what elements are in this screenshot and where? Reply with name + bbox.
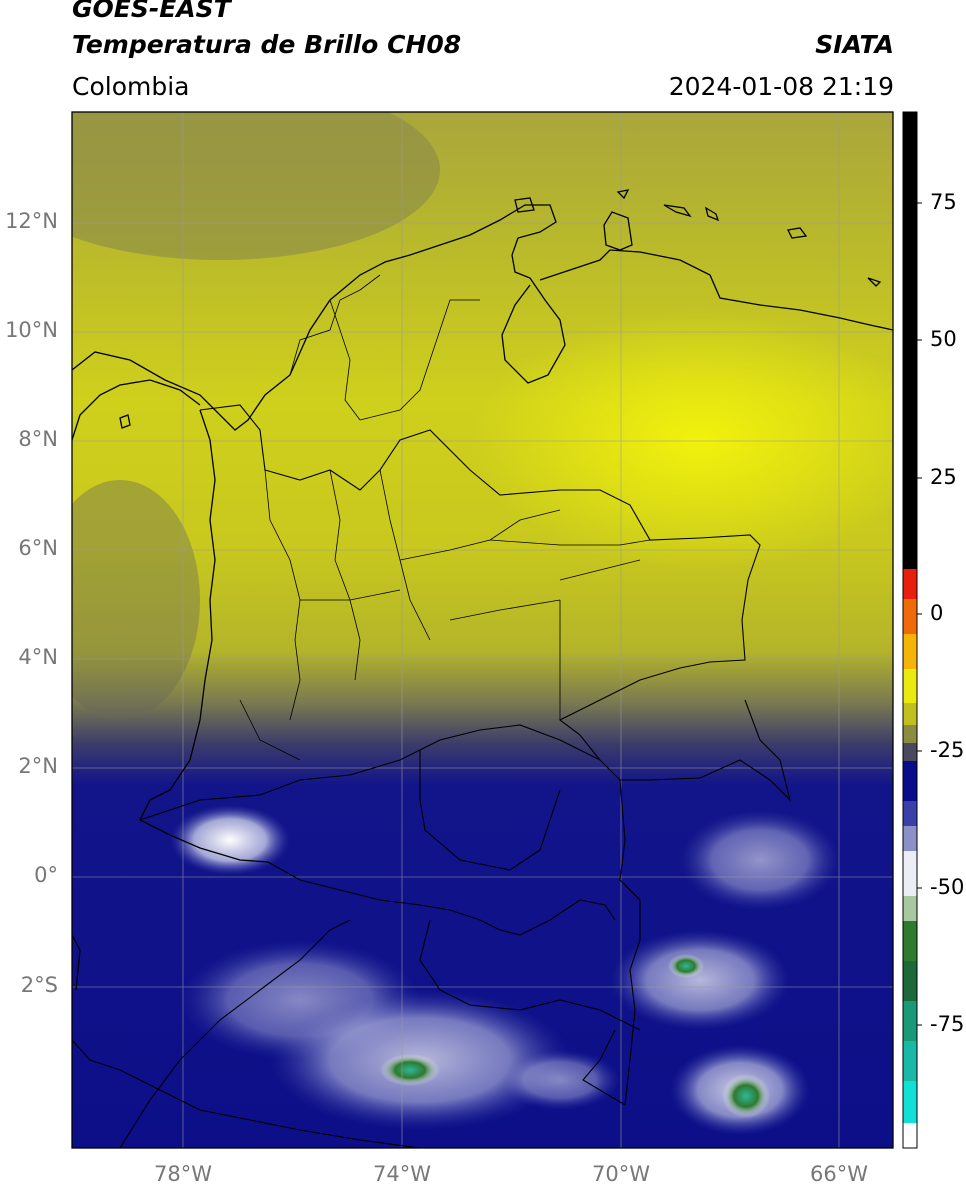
- graticule: [72, 112, 893, 1148]
- colorbar-segment-olive: [903, 703, 917, 725]
- colorbar-segment-navy: [903, 761, 917, 801]
- lon-label: 70°W: [592, 1162, 650, 1186]
- colorbar-segment-yellow: [903, 669, 917, 703]
- lon-label: 78°W: [154, 1162, 212, 1186]
- cold-core: [668, 954, 704, 978]
- colorbar-tick-label: 25: [930, 465, 957, 489]
- colorbar-segment-orange: [903, 599, 917, 634]
- colorbar-segment-gray: [903, 743, 917, 761]
- warm-zone: [470, 310, 893, 570]
- timestamp-label: 2024-01-08 21:19: [668, 72, 894, 101]
- satellite-title: GOES-EAST: [72, 0, 231, 23]
- cool-zone: [72, 112, 440, 260]
- lat-label: 6°N: [18, 536, 58, 560]
- colorbar-tick-label: -75: [930, 1012, 965, 1036]
- brand-label: SIATA: [815, 30, 894, 59]
- colorbar-segment-blue: [903, 801, 917, 826]
- lon-label: 74°W: [373, 1162, 431, 1186]
- cool-zone: [72, 480, 200, 720]
- colorbar-segment-teal: [903, 1041, 917, 1081]
- colorbar-segment-khaki: [903, 725, 917, 743]
- cold-core: [380, 1054, 440, 1086]
- region-label: Colombia: [72, 72, 190, 101]
- map-frame: [71, 111, 894, 1149]
- lat-label: 2°N: [18, 754, 58, 778]
- colorbar-segment-green: [903, 921, 917, 961]
- colorbar-segment-lavender: [903, 826, 917, 851]
- colorbar-tick-label: 0: [930, 601, 944, 625]
- colorbar-segment-cyan: [903, 1081, 917, 1123]
- colorbar-segment-seagreen: [903, 1001, 917, 1041]
- lat-label: 0°: [34, 863, 58, 887]
- cloud-feature: [170, 805, 290, 875]
- lat-label: 8°N: [18, 427, 58, 451]
- colorbar-segment-red: [903, 569, 917, 599]
- cold-core: [722, 1074, 770, 1118]
- colorbar: [902, 111, 922, 1149]
- colorbar-tick-label: 50: [930, 327, 957, 351]
- lat-label: 2°S: [20, 973, 58, 997]
- lat-label: 10°N: [5, 318, 58, 342]
- colorbar-tick-label: -50: [930, 875, 965, 899]
- borders: [72, 404, 792, 1148]
- cloud-feature: [680, 810, 840, 910]
- colorbar-segment-blank: [903, 1123, 917, 1148]
- colorbar-segment-amber: [903, 634, 917, 669]
- lat-label: 4°N: [18, 645, 58, 669]
- colorbar-segment-white: [903, 851, 917, 896]
- colorbar-tick-label: -25: [930, 738, 965, 762]
- product-title: Temperatura de Brillo CH08: [72, 30, 462, 59]
- colorbar-segment-lightgreen: [903, 896, 917, 921]
- colorbar-segment-darkgreen: [903, 961, 917, 1001]
- lon-label: 66°W: [810, 1162, 868, 1186]
- cloud-feature: [610, 930, 790, 1030]
- department-lines: [239, 274, 651, 761]
- colorbar-tick-label: 75: [930, 190, 957, 214]
- coastlines: [72, 189, 893, 991]
- colorbar-segment-black: [903, 112, 917, 569]
- lat-label: 12°N: [5, 209, 58, 233]
- colorbar-frame: [902, 111, 918, 1149]
- cloud-feature: [500, 1050, 620, 1110]
